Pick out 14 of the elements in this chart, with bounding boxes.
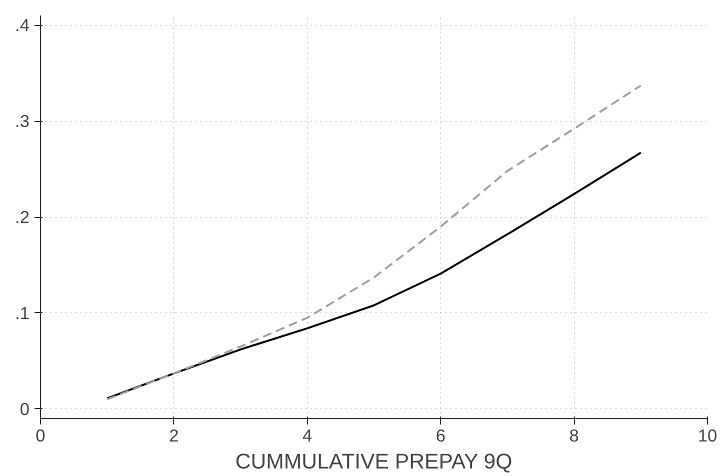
y-tick-label: .4 <box>15 15 30 36</box>
x-axis-title: CUMMULATIVE PREPAY 9Q <box>235 450 512 474</box>
y-tick-label: .1 <box>15 302 30 323</box>
x-tick-label: 8 <box>569 426 579 446</box>
x-tick-label: 10 <box>698 426 718 446</box>
x-tick-label: 0 <box>36 426 46 446</box>
x-tick-label: 6 <box>436 426 446 446</box>
x-tick-label: 4 <box>302 426 312 446</box>
line-series <box>106 152 642 400</box>
y-tick-label: .2 <box>15 207 30 227</box>
line-series <box>106 84 642 400</box>
x-tick-label: 2 <box>169 426 179 446</box>
y-tick-label: 0 <box>20 398 30 419</box>
y-tick-label: .3 <box>15 111 30 132</box>
